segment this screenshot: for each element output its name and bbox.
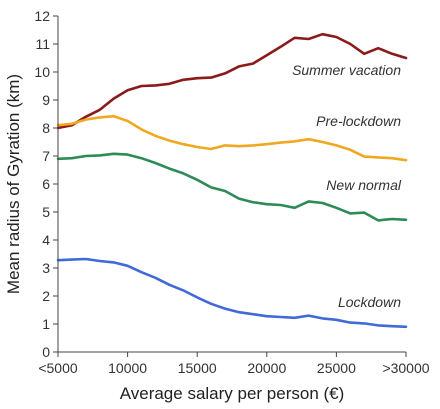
x-axis-title: Average salary per person (€): [120, 384, 345, 403]
series-label-new-normal: New normal: [326, 177, 402, 193]
y-tick-label: 10: [34, 64, 50, 80]
series-line-pre-lockdown: [56, 114, 408, 162]
series-label-summer-vacation: Summer vacation: [292, 62, 401, 78]
y-tick-label: 1: [42, 316, 50, 332]
series-line-lockdown: [56, 257, 408, 329]
y-tick-label: 4: [42, 232, 50, 248]
x-tick-label: 25000: [317, 360, 356, 376]
x-tick-label: >30000: [382, 360, 429, 376]
y-tick-label: 8: [42, 120, 50, 136]
x-tick-label: 20000: [247, 360, 286, 376]
y-tick-label: 9: [42, 92, 50, 108]
x-axis-ticks: <5000 10000 15000 20000 25000 >30000: [38, 352, 430, 376]
y-tick-label: 7: [42, 148, 50, 164]
series-labels: Summer vacation Pre-lockdown New normal Loc…: [292, 62, 402, 310]
y-tick-label: 2: [42, 288, 50, 304]
series-line-new-normal: [56, 152, 408, 222]
y-tick-label: 0: [42, 344, 50, 360]
x-tick-label: <5000: [38, 360, 78, 376]
x-tick-label: 10000: [108, 360, 147, 376]
x-tick-label: 15000: [178, 360, 217, 376]
y-tick-label: 6: [42, 176, 50, 192]
y-axis-title: Mean radius of Gyration (km): [4, 74, 23, 294]
y-tick-label: 12: [34, 8, 50, 24]
series-label-lockdown: Lockdown: [338, 294, 401, 310]
y-tick-label: 5: [42, 204, 50, 220]
y-tick-label: 11: [35, 36, 50, 52]
series-label-pre-lockdown: Pre-lockdown: [316, 113, 401, 129]
y-tick-label: 3: [42, 260, 50, 276]
series-line-summer-vacation: [56, 32, 408, 130]
series-layer: [56, 32, 408, 329]
